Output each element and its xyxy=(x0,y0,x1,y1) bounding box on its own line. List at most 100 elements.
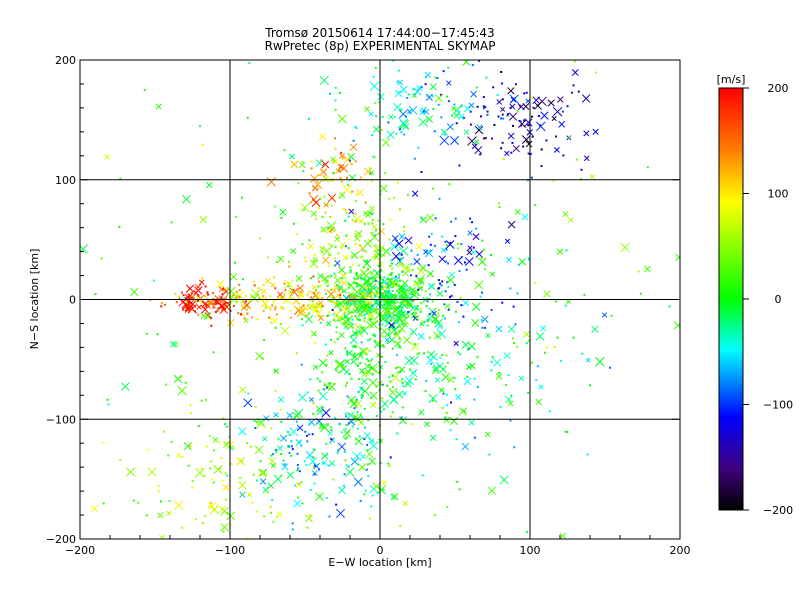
data-point xyxy=(335,284,338,287)
data-point-x xyxy=(243,398,253,408)
data-point xyxy=(540,165,543,168)
data-point-x xyxy=(445,240,455,249)
data-point xyxy=(510,151,513,154)
data-point-x xyxy=(412,93,417,99)
data-point xyxy=(330,288,333,291)
data-point-x xyxy=(337,442,347,451)
data-point xyxy=(392,314,395,317)
data-point xyxy=(326,386,329,389)
data-point-x xyxy=(203,312,212,321)
data-point xyxy=(137,501,140,504)
data-point xyxy=(370,359,373,362)
data-point-x xyxy=(409,355,419,366)
data-point-x xyxy=(280,326,290,336)
data-point xyxy=(391,277,394,280)
data-point-x xyxy=(288,289,294,295)
data-point-x xyxy=(195,284,202,291)
data-point-x xyxy=(318,423,325,429)
data-point-x xyxy=(389,395,399,405)
data-point-x xyxy=(328,350,334,356)
data-point xyxy=(340,246,343,249)
data-point xyxy=(364,426,367,429)
data-point xyxy=(359,500,362,503)
data-point xyxy=(450,220,453,223)
data-point xyxy=(347,421,350,424)
data-point xyxy=(437,279,440,282)
data-point-x xyxy=(398,246,409,256)
data-point xyxy=(369,292,372,295)
data-point xyxy=(488,453,491,456)
data-point xyxy=(371,304,374,307)
data-point xyxy=(396,182,399,185)
data-point xyxy=(334,108,337,111)
data-point xyxy=(332,296,335,299)
data-point-x xyxy=(206,298,216,308)
data-point xyxy=(213,449,216,452)
data-point xyxy=(356,282,359,285)
data-point xyxy=(426,94,429,97)
data-point-x xyxy=(474,125,484,135)
data-point xyxy=(371,218,374,221)
data-point-x xyxy=(458,113,465,120)
data-point xyxy=(222,417,225,420)
y-tick-label: −200 xyxy=(46,533,76,546)
data-point-x xyxy=(408,303,414,309)
data-point-x xyxy=(391,492,399,501)
data-point xyxy=(595,71,598,74)
data-point xyxy=(345,351,348,354)
data-point xyxy=(347,247,350,250)
data-point xyxy=(372,155,375,158)
data-point xyxy=(238,289,241,292)
data-point xyxy=(365,260,368,263)
data-point-x xyxy=(368,377,378,388)
data-point xyxy=(358,330,361,333)
data-point-x xyxy=(318,391,328,401)
data-point xyxy=(340,317,343,320)
data-point-x xyxy=(412,315,418,321)
data-point xyxy=(361,296,364,299)
data-point xyxy=(189,404,192,407)
data-point xyxy=(462,116,465,119)
data-point xyxy=(313,303,316,306)
data-point xyxy=(343,451,346,454)
data-point xyxy=(389,264,392,267)
data-point xyxy=(447,262,450,265)
data-point-x xyxy=(458,407,468,416)
data-point-x xyxy=(453,255,463,266)
data-point-x xyxy=(363,239,372,248)
data-point-x xyxy=(369,205,375,212)
data-point xyxy=(530,361,533,364)
data-point xyxy=(256,318,259,321)
chart-subtitle: RwPretec (8p) EXPERIMENTAL SKYMAP xyxy=(264,39,496,53)
data-point xyxy=(480,319,483,322)
data-point-x xyxy=(364,106,370,112)
data-point-x xyxy=(173,500,184,511)
data-point xyxy=(553,345,556,348)
data-point xyxy=(356,317,359,320)
data-point xyxy=(416,253,419,256)
data-point xyxy=(355,296,358,299)
data-point xyxy=(389,319,392,322)
data-point xyxy=(412,311,415,314)
data-point-x xyxy=(429,434,437,442)
data-point xyxy=(326,284,329,287)
data-point xyxy=(501,113,504,116)
data-point xyxy=(338,169,341,172)
data-point-x xyxy=(402,391,408,396)
data-point xyxy=(455,122,458,125)
data-point-x xyxy=(409,327,418,336)
data-point xyxy=(609,366,612,369)
data-point xyxy=(363,317,366,320)
data-point xyxy=(301,243,304,246)
data-point xyxy=(203,295,206,298)
data-point xyxy=(357,264,360,267)
data-point-x xyxy=(556,248,564,255)
data-point xyxy=(586,453,589,456)
data-point xyxy=(349,269,352,272)
data-point-x xyxy=(492,358,502,367)
data-point xyxy=(350,377,353,380)
data-point xyxy=(457,351,460,354)
data-point xyxy=(274,389,277,392)
data-point xyxy=(525,342,528,345)
data-point xyxy=(327,314,330,317)
